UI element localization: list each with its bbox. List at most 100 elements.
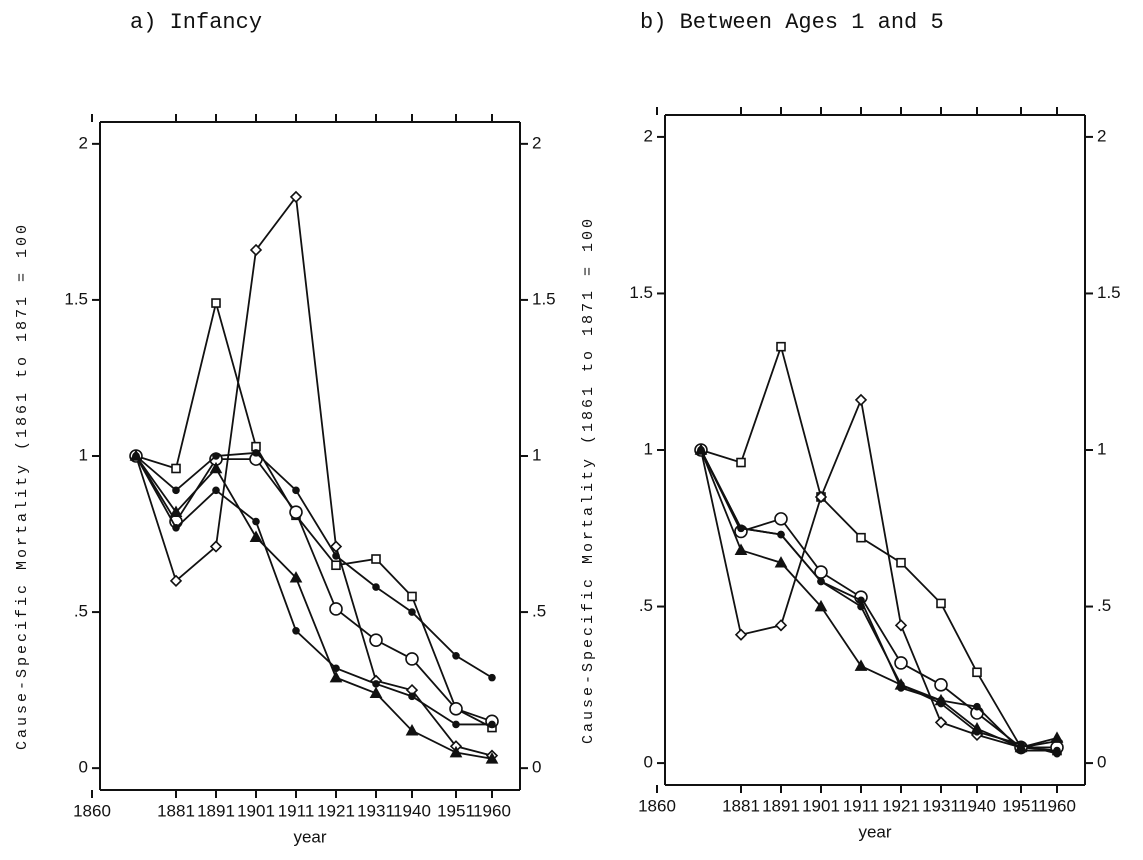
marker xyxy=(1017,740,1025,749)
marker xyxy=(894,619,908,632)
marker xyxy=(488,720,496,729)
marker xyxy=(814,490,828,504)
y2-tick-label: 1 xyxy=(1097,439,1106,458)
series-line xyxy=(700,449,1058,749)
marker xyxy=(697,446,705,454)
x-tick-label: 1891 xyxy=(762,796,800,815)
marker xyxy=(857,596,865,605)
y2-tick-label: .5 xyxy=(1097,596,1111,615)
y2-tick-label: .5 xyxy=(532,602,546,621)
marker xyxy=(405,652,419,666)
marker xyxy=(934,678,948,692)
series-line xyxy=(135,455,492,726)
series-line xyxy=(700,449,1058,755)
y2-tick-label: 0 xyxy=(1097,753,1106,772)
x-tick-label: 1901 xyxy=(237,801,275,820)
marker xyxy=(737,524,745,533)
marker xyxy=(252,517,260,526)
x-tick-label: 1901 xyxy=(802,796,840,815)
marker xyxy=(857,602,865,611)
x-tick-label: 1951 xyxy=(437,801,475,820)
y-tick-label: 2 xyxy=(644,126,653,145)
y-tick-label: 1.5 xyxy=(64,289,88,308)
series-line xyxy=(700,449,1057,752)
marker xyxy=(169,574,183,587)
marker xyxy=(452,720,460,729)
y-tick-label: 0 xyxy=(644,753,653,772)
y-tick-label: .5 xyxy=(74,602,88,621)
marker xyxy=(896,557,906,568)
marker xyxy=(209,461,223,474)
marker xyxy=(734,543,748,555)
marker xyxy=(212,452,220,460)
marker xyxy=(369,633,383,647)
marker xyxy=(734,628,748,641)
x-tick-label: 1960 xyxy=(473,801,511,820)
series-line xyxy=(135,451,493,679)
marker xyxy=(973,702,981,711)
marker xyxy=(329,670,343,683)
y2-tick-label: 1 xyxy=(532,445,541,464)
marker xyxy=(972,667,982,678)
marker xyxy=(252,449,260,457)
marker xyxy=(854,393,868,407)
marker xyxy=(408,608,416,616)
y2-tick-label: 1.5 xyxy=(1097,283,1121,302)
marker xyxy=(332,664,340,673)
marker xyxy=(736,457,746,468)
series-line xyxy=(700,449,1057,749)
x-tick-label: 1931 xyxy=(922,796,960,815)
marker xyxy=(817,577,825,586)
x-tick-label: 1860 xyxy=(73,801,111,820)
marker xyxy=(172,486,180,495)
marker xyxy=(371,554,381,564)
y2-tick-label: 2 xyxy=(532,133,541,152)
marker xyxy=(292,627,300,635)
marker xyxy=(132,452,140,460)
y-axis-label: Cause-Specific Mortality (1861 to 1871 =… xyxy=(14,222,31,750)
x-tick-label: 1951 xyxy=(1002,796,1040,815)
x-tick-label: 1891 xyxy=(197,801,235,820)
marker xyxy=(329,540,343,553)
marker xyxy=(292,486,300,495)
marker xyxy=(407,591,417,602)
y2-tick-label: 1.5 xyxy=(532,289,556,308)
series-line xyxy=(135,194,493,757)
panel: a) Infancy year Cause-Specific Mortality (… xyxy=(14,10,556,847)
marker xyxy=(289,190,303,204)
marker xyxy=(897,681,905,689)
marker xyxy=(332,552,340,560)
y-tick-label: 2 xyxy=(79,133,88,152)
x-tick-label: 1931 xyxy=(357,801,395,820)
x-tick-label: 1940 xyxy=(958,796,996,815)
chart-title: a) Infancy xyxy=(130,10,262,35)
marker xyxy=(774,619,788,632)
marker xyxy=(212,486,220,495)
marker xyxy=(329,602,343,616)
marker xyxy=(171,463,181,474)
marker xyxy=(249,243,263,257)
marker xyxy=(169,505,183,517)
marker xyxy=(209,540,223,553)
marker xyxy=(372,680,380,688)
panel: b) Between Ages 1 and 5 year Cause-Specifi… xyxy=(580,10,1121,842)
marker xyxy=(937,699,945,708)
marker xyxy=(973,727,981,736)
marker xyxy=(408,692,416,701)
y2-tick-label: 0 xyxy=(532,758,541,777)
x-axis-label: year xyxy=(293,827,326,846)
marker xyxy=(372,583,380,591)
marker xyxy=(289,505,303,519)
y-tick-label: .5 xyxy=(639,596,653,615)
marker xyxy=(172,523,180,532)
series-line xyxy=(135,455,493,760)
marker xyxy=(405,724,419,736)
marker xyxy=(856,532,866,543)
y-axis-label: Cause-Specific Mortality (1861 to 1871 =… xyxy=(580,216,597,744)
marker xyxy=(776,341,786,352)
marker xyxy=(774,556,788,568)
marker xyxy=(369,686,383,699)
chart-title: b) Between Ages 1 and 5 xyxy=(640,10,944,35)
marker xyxy=(777,530,785,539)
